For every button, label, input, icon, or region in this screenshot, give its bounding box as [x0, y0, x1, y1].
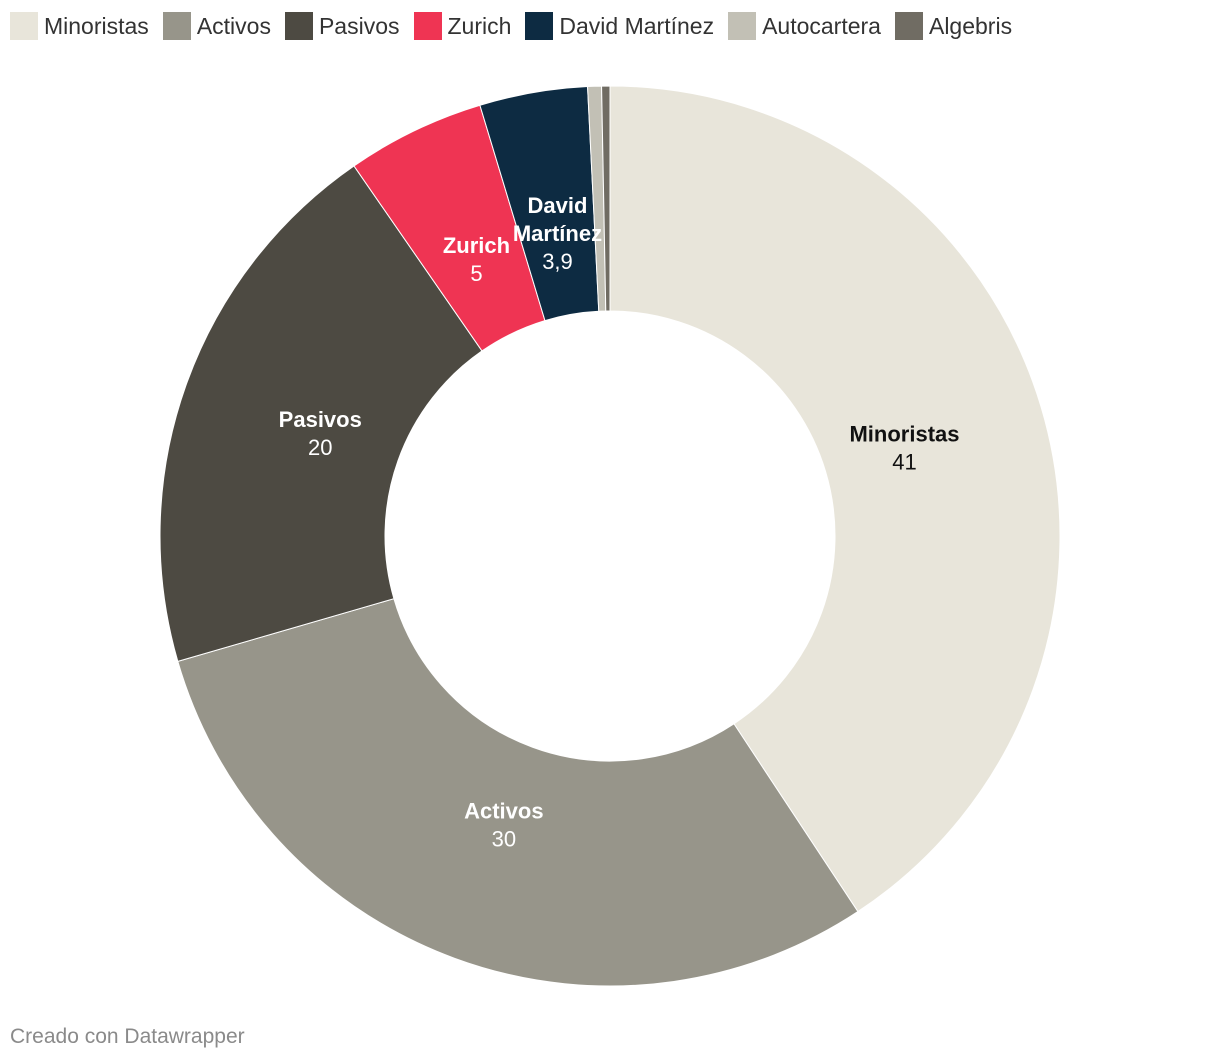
legend-swatch-david-martinez — [525, 12, 554, 40]
legend-item-david-martinez: David Martínez — [525, 12, 714, 40]
slice-label-minoristas: Minoristas — [849, 422, 959, 447]
legend-item-algebris: Algebris — [894, 12, 1013, 40]
legend-swatch-autocartera — [728, 12, 757, 40]
slice-pasivos[interactable] — [159, 165, 483, 662]
legend-swatch-activos — [162, 12, 191, 40]
slice-value-david-martinez: 3,9 — [542, 249, 573, 274]
legend-label-david-martinez: David Martínez — [559, 12, 715, 39]
legend-item-activos: Activos — [162, 12, 271, 40]
legend-label-algebris: Algebris — [928, 12, 1013, 39]
legend-item-zurich: Zurich — [413, 12, 512, 40]
legend-swatch-minoristas — [10, 12, 38, 40]
legend-item-autocartera: Autocartera — [728, 12, 881, 40]
legend-swatch-algebris — [894, 12, 923, 40]
chart-legend: Minoristas Activos Pasivos Zurich David Mart… — [10, 12, 1026, 40]
slice-value-minoristas: 41 — [892, 450, 916, 475]
legend-label-autocartera: Autocartera — [762, 12, 881, 39]
slice-minoristas[interactable] — [609, 85, 1061, 913]
legend-item-pasivos: Pasivos — [284, 12, 400, 40]
slice-label-david-martinez-line-1: David — [528, 193, 588, 218]
footer-credit[interactable]: Creado con Datawrapper — [10, 1025, 245, 1048]
legend-swatch-pasivos — [284, 12, 313, 40]
slice-label-zurich: Zurich — [443, 233, 510, 258]
slice-labels-group: Minoristas 41 Activos 30 Pasivos 20 Zurich 5 Dav… — [279, 193, 960, 852]
legend-label-pasivos: Pasivos — [318, 12, 400, 39]
slice-value-pasivos: 20 — [308, 435, 332, 460]
slice-value-zurich: 5 — [470, 261, 482, 286]
legend-label-minoristas: Minoristas — [44, 12, 149, 39]
legend-label-activos: Activos — [196, 12, 271, 39]
legend-item-minoristas: Minoristas — [10, 12, 149, 40]
slice-label-pasivos: Pasivos — [279, 407, 362, 432]
slice-label-david-martinez-line-2: Martínez — [513, 221, 602, 246]
slice-activos[interactable] — [177, 598, 859, 987]
slice-algebris[interactable] — [601, 85, 611, 312]
legend-label-zurich: Zurich — [447, 12, 512, 39]
legend-swatch-zurich — [413, 12, 442, 40]
slice-label-activos: Activos — [464, 799, 543, 824]
slices-group — [159, 85, 1061, 987]
slice-value-activos: 30 — [492, 827, 516, 852]
